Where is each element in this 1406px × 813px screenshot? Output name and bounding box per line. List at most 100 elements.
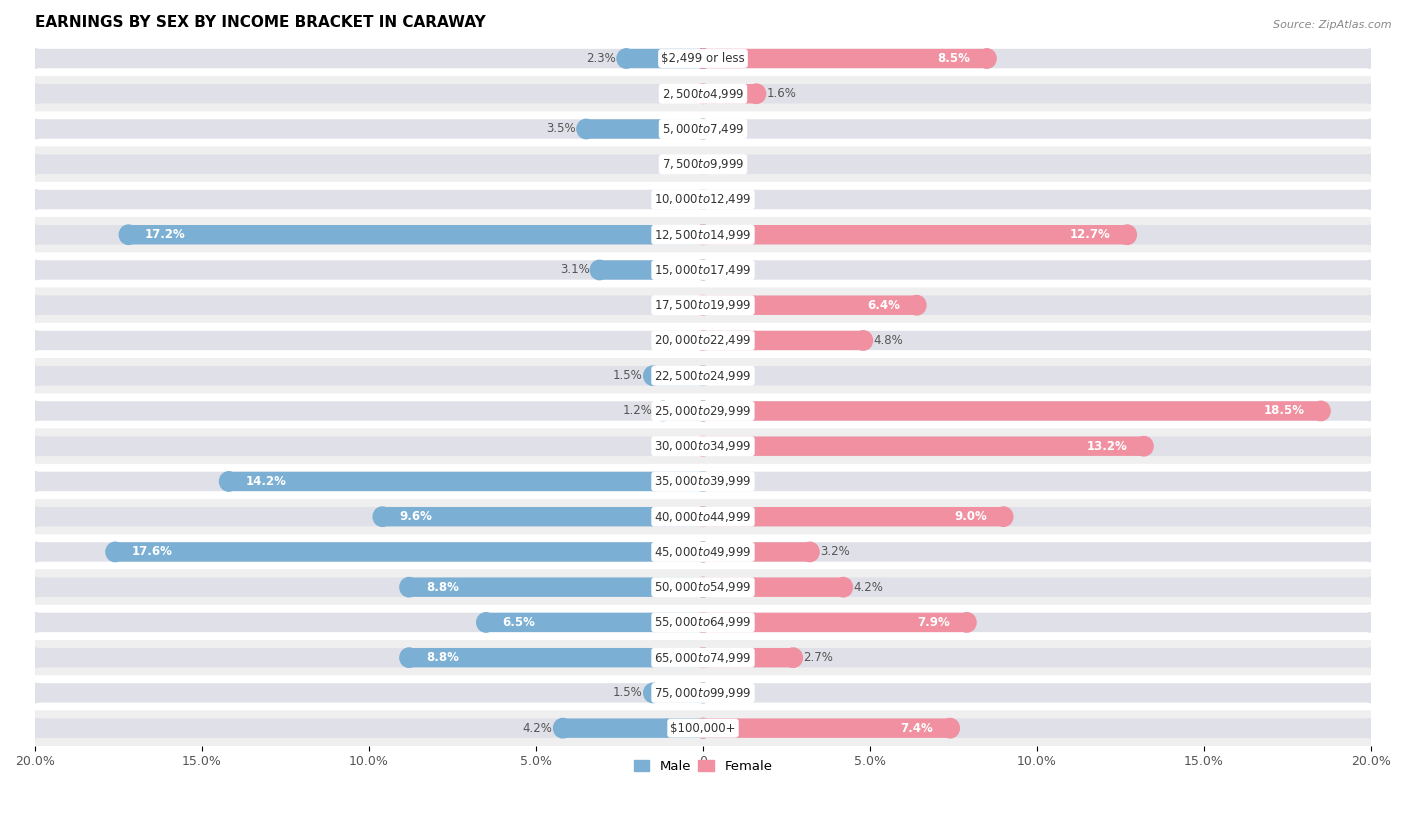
FancyBboxPatch shape (35, 296, 703, 315)
FancyBboxPatch shape (115, 542, 703, 562)
Circle shape (25, 719, 44, 738)
FancyBboxPatch shape (35, 542, 703, 562)
Circle shape (477, 613, 495, 633)
FancyBboxPatch shape (703, 189, 1371, 209)
Circle shape (120, 225, 138, 245)
FancyBboxPatch shape (599, 260, 703, 280)
Circle shape (25, 577, 44, 597)
Circle shape (834, 577, 852, 597)
Circle shape (693, 366, 713, 385)
FancyBboxPatch shape (35, 189, 703, 209)
FancyBboxPatch shape (35, 464, 1371, 499)
Circle shape (693, 577, 713, 597)
Text: 18.5%: 18.5% (1263, 404, 1305, 417)
FancyBboxPatch shape (703, 331, 863, 350)
Circle shape (693, 84, 713, 103)
FancyBboxPatch shape (35, 711, 1371, 746)
Text: $10,000 to $12,499: $10,000 to $12,499 (654, 193, 752, 207)
Text: 1.6%: 1.6% (766, 87, 796, 100)
Circle shape (219, 472, 238, 491)
FancyBboxPatch shape (703, 507, 1004, 526)
Circle shape (693, 49, 713, 68)
Circle shape (654, 402, 672, 420)
Circle shape (576, 120, 595, 139)
Circle shape (25, 648, 44, 667)
Text: 0.0%: 0.0% (664, 334, 693, 347)
Circle shape (693, 472, 713, 491)
FancyBboxPatch shape (35, 358, 1371, 393)
Circle shape (693, 331, 713, 350)
Text: 0.0%: 0.0% (713, 369, 742, 382)
Circle shape (25, 260, 44, 280)
Circle shape (693, 683, 713, 702)
Circle shape (693, 49, 713, 68)
Circle shape (1362, 402, 1381, 420)
FancyBboxPatch shape (35, 719, 703, 738)
Circle shape (693, 84, 713, 103)
Circle shape (693, 49, 713, 68)
Circle shape (25, 437, 44, 456)
FancyBboxPatch shape (703, 84, 756, 103)
Circle shape (25, 507, 44, 526)
FancyBboxPatch shape (703, 648, 793, 667)
FancyBboxPatch shape (703, 437, 1371, 456)
Circle shape (855, 331, 873, 350)
FancyBboxPatch shape (382, 507, 703, 526)
Circle shape (1362, 542, 1381, 562)
Circle shape (693, 613, 713, 633)
FancyBboxPatch shape (626, 49, 703, 68)
Circle shape (693, 296, 713, 315)
Circle shape (693, 577, 713, 597)
Circle shape (693, 507, 713, 526)
Circle shape (693, 260, 713, 280)
Circle shape (644, 683, 662, 702)
Circle shape (693, 437, 713, 456)
Circle shape (693, 225, 713, 245)
FancyBboxPatch shape (703, 577, 1371, 597)
Circle shape (693, 613, 713, 633)
Text: 0.0%: 0.0% (664, 87, 693, 100)
Text: 0.0%: 0.0% (664, 440, 693, 453)
Circle shape (785, 648, 803, 667)
Circle shape (1362, 719, 1381, 738)
FancyBboxPatch shape (35, 683, 703, 702)
Circle shape (1118, 225, 1136, 245)
Text: $30,000 to $34,999: $30,000 to $34,999 (654, 439, 752, 453)
FancyBboxPatch shape (703, 507, 1371, 526)
Circle shape (25, 296, 44, 315)
Circle shape (399, 648, 418, 667)
Text: 0.0%: 0.0% (713, 686, 742, 699)
Text: 0.0%: 0.0% (713, 263, 742, 276)
Text: Source: ZipAtlas.com: Source: ZipAtlas.com (1274, 20, 1392, 30)
FancyBboxPatch shape (35, 577, 703, 597)
Circle shape (693, 648, 713, 667)
Circle shape (693, 472, 713, 491)
Circle shape (373, 507, 391, 526)
Circle shape (399, 577, 418, 597)
FancyBboxPatch shape (35, 120, 703, 139)
FancyBboxPatch shape (35, 260, 703, 280)
FancyBboxPatch shape (35, 648, 703, 667)
Text: 0.0%: 0.0% (664, 298, 693, 311)
Circle shape (908, 296, 927, 315)
FancyBboxPatch shape (703, 472, 1371, 491)
Circle shape (693, 154, 713, 174)
Circle shape (693, 648, 713, 667)
Text: 3.1%: 3.1% (560, 263, 589, 276)
Text: $35,000 to $39,999: $35,000 to $39,999 (654, 475, 752, 489)
Text: 4.8%: 4.8% (873, 334, 903, 347)
Text: $55,000 to $64,999: $55,000 to $64,999 (654, 615, 752, 629)
Circle shape (1362, 225, 1381, 245)
Circle shape (1362, 507, 1381, 526)
Text: $75,000 to $99,999: $75,000 to $99,999 (654, 686, 752, 700)
Circle shape (1362, 120, 1381, 139)
FancyBboxPatch shape (562, 719, 703, 738)
Circle shape (1312, 402, 1330, 420)
FancyBboxPatch shape (35, 499, 1371, 534)
FancyBboxPatch shape (486, 613, 703, 633)
Circle shape (25, 542, 44, 562)
FancyBboxPatch shape (703, 366, 1371, 385)
FancyBboxPatch shape (35, 640, 1371, 676)
Circle shape (1362, 577, 1381, 597)
Text: 0.0%: 0.0% (664, 193, 693, 206)
